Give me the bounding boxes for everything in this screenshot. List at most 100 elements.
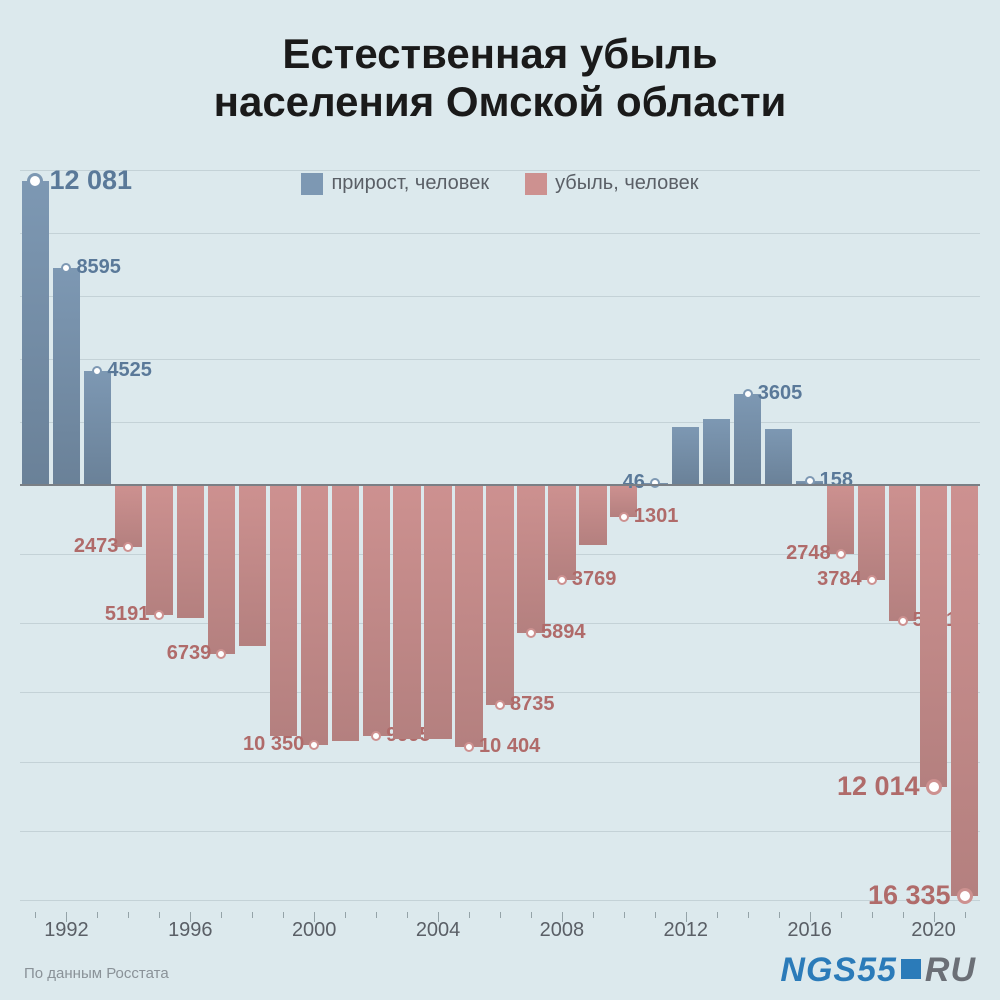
- bar-chart: 12 0818595452524735191673910 350999510 4…: [20, 170, 980, 900]
- bar: [332, 485, 359, 742]
- bar: [765, 429, 792, 484]
- data-point-dot: [371, 731, 381, 741]
- grid-line: [20, 233, 980, 234]
- x-tick: [655, 912, 656, 918]
- x-tick: [531, 912, 532, 918]
- bar: [53, 268, 80, 484]
- grid-line: [20, 170, 980, 171]
- value-label: 12 081: [49, 165, 132, 196]
- data-point-dot: [495, 700, 505, 710]
- x-tick: [469, 912, 470, 918]
- x-tick: [283, 912, 284, 918]
- bar: [84, 371, 111, 485]
- x-axis-label: 2004: [416, 919, 461, 942]
- bar: [177, 485, 204, 618]
- bar: [858, 485, 885, 580]
- x-tick: [252, 912, 253, 918]
- value-label: 4525: [107, 359, 152, 382]
- value-label: 3769: [572, 568, 617, 591]
- data-point-dot: [216, 649, 226, 659]
- data-point-dot: [526, 628, 536, 638]
- grid-line: [20, 422, 980, 423]
- x-tick: [748, 912, 749, 918]
- value-label: 2748: [786, 542, 831, 565]
- value-label: 2473: [74, 535, 119, 558]
- x-tick: [872, 912, 873, 918]
- x-tick: [221, 912, 222, 918]
- value-label: 1301: [634, 505, 679, 528]
- chart-title: Естественная убыль населения Омской обла…: [0, 0, 1000, 127]
- bar: [889, 485, 916, 621]
- data-point-dot: [898, 616, 908, 626]
- x-axis-label: 1992: [44, 919, 89, 942]
- x-tick: [965, 912, 966, 918]
- bar: [239, 485, 266, 646]
- logo-left: NGS55: [780, 951, 897, 989]
- value-label: 8595: [76, 256, 121, 279]
- bar: [301, 485, 328, 746]
- bar: [22, 181, 49, 485]
- x-tick: [97, 912, 98, 918]
- bar: [115, 485, 142, 547]
- x-tick: [717, 912, 718, 918]
- x-tick: [779, 912, 780, 918]
- title-line-2: населения Омской области: [0, 78, 1000, 126]
- data-point-dot: [867, 575, 877, 585]
- logo: NGS55 RU: [780, 951, 976, 990]
- data-point-dot: [27, 173, 43, 189]
- bar: [270, 485, 297, 737]
- bar: [920, 485, 947, 787]
- grid-line: [20, 831, 980, 832]
- x-axis-label: 2016: [787, 919, 832, 942]
- bar: [393, 485, 420, 739]
- bar: [827, 485, 854, 554]
- x-axis-label: 1996: [168, 919, 213, 942]
- data-point-dot: [557, 575, 567, 585]
- x-tick: [841, 912, 842, 918]
- value-label: 5894: [541, 621, 586, 644]
- data-point-dot: [836, 549, 846, 559]
- x-tick: [500, 912, 501, 918]
- bar: [703, 419, 730, 484]
- value-label: 5191: [105, 603, 150, 626]
- data-point-dot: [123, 542, 133, 552]
- bar: [486, 485, 513, 705]
- x-axis-label: 2000: [292, 919, 337, 942]
- grid-line: [20, 900, 980, 901]
- data-point-dot: [619, 512, 629, 522]
- data-point-dot: [743, 389, 753, 399]
- x-tick: [159, 912, 160, 918]
- logo-right: RU: [925, 951, 976, 989]
- value-label: 10 350: [243, 733, 304, 756]
- logo-square-icon: [901, 959, 921, 979]
- grid-line: [20, 359, 980, 360]
- grid-line: [20, 296, 980, 297]
- source-text: По данным Росстата: [24, 965, 169, 982]
- bar: [579, 485, 606, 545]
- title-line-1: Естественная убыль: [0, 30, 1000, 78]
- value-label: 3784: [817, 568, 862, 591]
- x-axis: 19921996200020042008201220162020: [20, 902, 980, 942]
- bar: [517, 485, 544, 633]
- value-label: 8735: [510, 693, 555, 716]
- bar: [424, 485, 451, 739]
- data-point-dot: [154, 610, 164, 620]
- value-label: 6739: [167, 642, 212, 665]
- bar: [146, 485, 173, 616]
- value-label: 10 404: [479, 735, 540, 758]
- data-point-dot: [464, 742, 474, 752]
- x-tick: [903, 912, 904, 918]
- x-tick: [593, 912, 594, 918]
- data-point-dot: [926, 779, 942, 795]
- data-point-dot: [92, 366, 102, 376]
- x-tick: [35, 912, 36, 918]
- x-tick: [624, 912, 625, 918]
- data-point-dot: [61, 263, 71, 273]
- x-tick: [407, 912, 408, 918]
- grid-line: [20, 762, 980, 763]
- x-axis-label: 2020: [911, 919, 956, 942]
- bar: [208, 485, 235, 655]
- bar: [734, 394, 761, 485]
- x-tick: [376, 912, 377, 918]
- x-tick: [128, 912, 129, 918]
